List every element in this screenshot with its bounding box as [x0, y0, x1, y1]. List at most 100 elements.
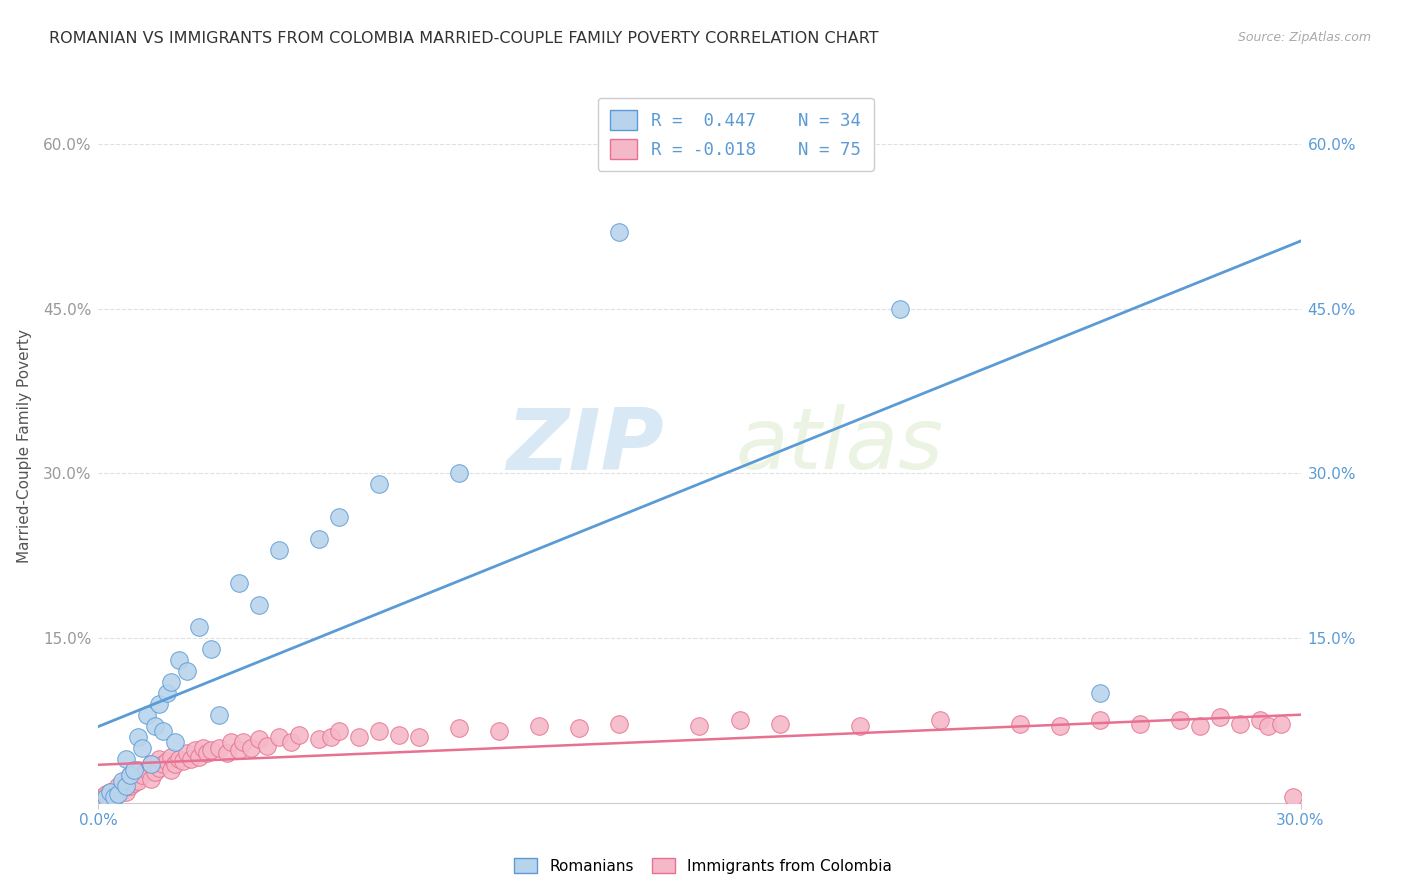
Point: [180, 752, 202, 766]
Point: [115, 785, 138, 799]
Point: [195, 747, 218, 761]
Point: [128, 763, 150, 777]
Point: [447, 467, 470, 481]
Point: [347, 730, 370, 744]
Point: [215, 747, 238, 761]
Point: [308, 732, 330, 747]
Point: [103, 790, 125, 805]
Point: [368, 724, 391, 739]
Point: [152, 757, 174, 772]
Point: [191, 740, 214, 755]
Point: [167, 653, 190, 667]
Point: [769, 716, 792, 731]
Point: [111, 773, 134, 788]
Point: [96, 787, 118, 801]
Point: [1010, 716, 1032, 731]
Point: [124, 776, 146, 790]
Point: [1209, 710, 1232, 724]
Point: [568, 721, 591, 735]
Point: [143, 719, 166, 733]
Point: [1250, 714, 1272, 728]
Point: [120, 780, 142, 794]
Point: [155, 686, 177, 700]
Point: [131, 768, 153, 782]
Point: [267, 730, 290, 744]
Point: [200, 642, 222, 657]
Point: [176, 664, 198, 678]
Point: [131, 740, 153, 755]
Point: [167, 752, 190, 766]
Point: [120, 768, 142, 782]
Point: [267, 543, 290, 558]
Point: [328, 724, 350, 739]
Point: [148, 752, 170, 766]
Point: [172, 754, 194, 768]
Point: [115, 780, 138, 794]
Point: [1281, 790, 1303, 805]
Point: [200, 743, 222, 757]
Point: [219, 735, 242, 749]
Legend: Romanians, Immigrants from Colombia: Romanians, Immigrants from Colombia: [508, 852, 898, 880]
Point: [187, 620, 209, 634]
Point: [152, 724, 174, 739]
Point: [176, 747, 198, 761]
Point: [111, 782, 134, 797]
Point: [135, 708, 157, 723]
Point: [135, 763, 157, 777]
Point: [247, 732, 270, 747]
Point: [163, 735, 186, 749]
Point: [159, 675, 181, 690]
Point: [929, 714, 952, 728]
Point: [103, 790, 125, 805]
Point: [143, 765, 166, 780]
Point: [139, 757, 162, 772]
Point: [247, 598, 270, 612]
Point: [107, 787, 129, 801]
Point: [1088, 686, 1111, 700]
Point: [228, 576, 250, 591]
Point: [1229, 716, 1251, 731]
Text: ROMANIAN VS IMMIGRANTS FROM COLOMBIA MARRIED-COUPLE FAMILY POVERTY CORRELATION C: ROMANIAN VS IMMIGRANTS FROM COLOMBIA MAR…: [49, 31, 879, 46]
Point: [208, 740, 231, 755]
Point: [1170, 714, 1192, 728]
Point: [319, 730, 342, 744]
Point: [148, 761, 170, 775]
Point: [148, 697, 170, 711]
Point: [368, 477, 391, 491]
Point: [115, 773, 138, 788]
Point: [155, 754, 177, 768]
Point: [128, 730, 150, 744]
Point: [1049, 719, 1071, 733]
Point: [1257, 719, 1279, 733]
Point: [100, 785, 122, 799]
Point: [1270, 716, 1292, 731]
Point: [120, 768, 142, 782]
Point: [288, 728, 311, 742]
Point: [239, 740, 262, 755]
Point: [228, 743, 250, 757]
Point: [609, 225, 631, 239]
Point: [408, 730, 430, 744]
Point: [163, 757, 186, 772]
Point: [232, 735, 254, 749]
Point: [689, 719, 711, 733]
Y-axis label: Married-Couple Family Poverty: Married-Couple Family Poverty: [17, 329, 32, 563]
Point: [1088, 714, 1111, 728]
Point: [100, 785, 122, 799]
Point: [388, 728, 411, 742]
Point: [139, 772, 162, 786]
Point: [91, 790, 114, 805]
Point: [115, 752, 138, 766]
Point: [529, 719, 551, 733]
Point: [107, 787, 129, 801]
Point: [256, 739, 278, 753]
Point: [609, 716, 631, 731]
Point: [308, 533, 330, 547]
Point: [208, 708, 231, 723]
Point: [96, 790, 118, 805]
Legend: R =  0.447    N = 34, R = -0.018    N = 75: R = 0.447 N = 34, R = -0.018 N = 75: [598, 98, 873, 171]
Point: [107, 780, 129, 794]
Point: [889, 301, 911, 316]
Point: [159, 763, 181, 777]
Point: [1189, 719, 1212, 733]
